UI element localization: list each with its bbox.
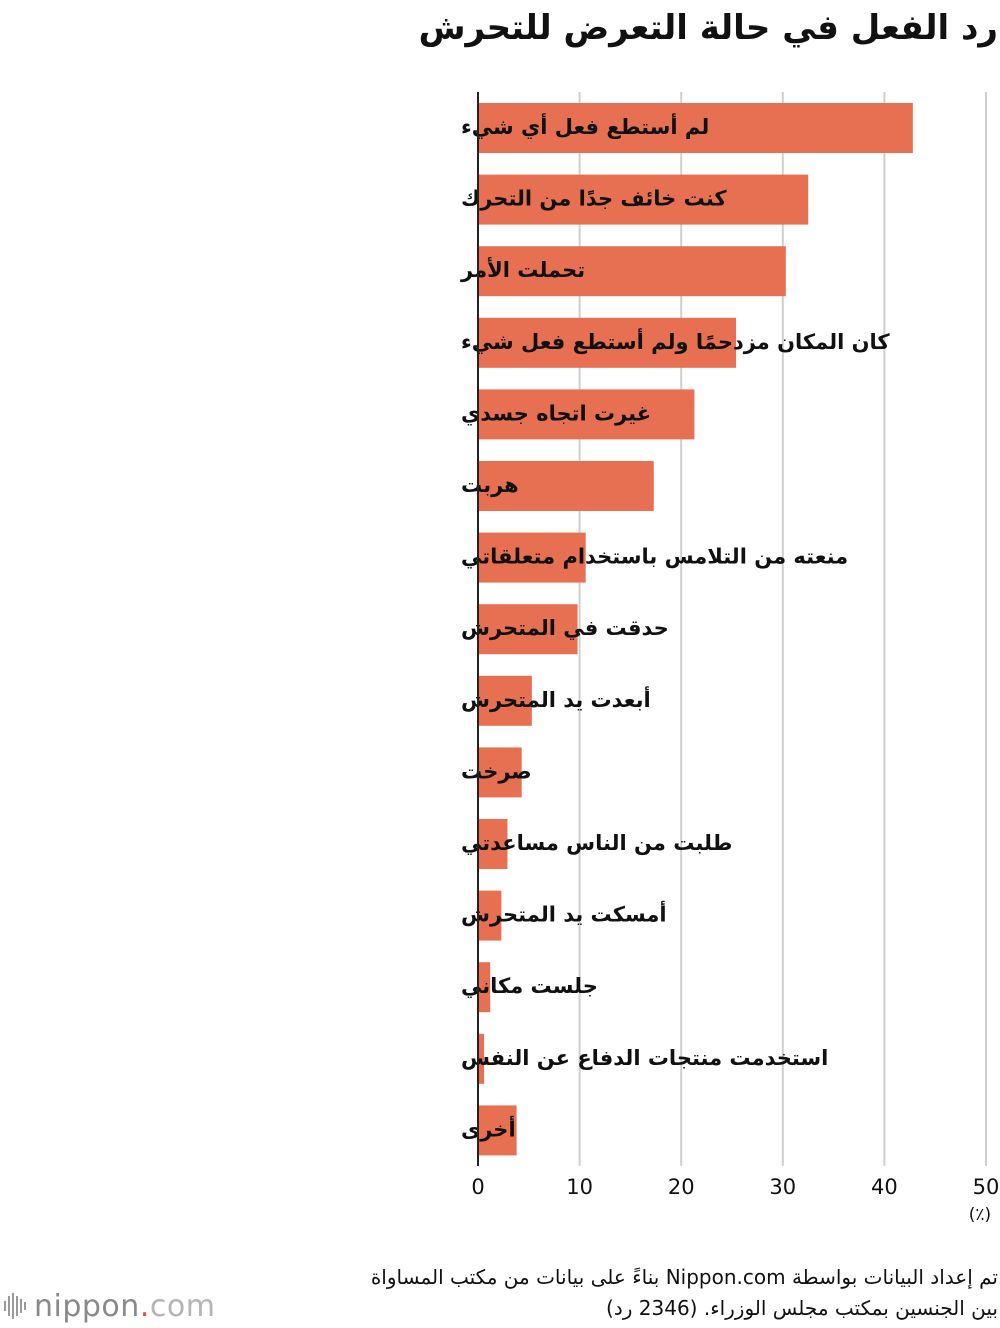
bar-2 bbox=[478, 246, 786, 297]
category-label-5: هربت bbox=[461, 473, 519, 497]
bar-0 bbox=[478, 103, 913, 153]
source-line-1: تم إعداد البيانات بواسطة Nippon.com بناء… bbox=[370, 1265, 998, 1289]
bar-13 bbox=[478, 1033, 485, 1084]
logo-sound-bars-icon bbox=[4, 1293, 26, 1319]
bar-11 bbox=[478, 890, 502, 941]
category-label-10: طلبت من الناس مساعدتي bbox=[461, 831, 732, 855]
x-tick-label-0: 0 bbox=[471, 1175, 484, 1199]
bar-chart: لم أستطع فعل أي شيء كنت خائف جدًا من التح… bbox=[460, 92, 999, 1199]
x-tick-label-1: 10 bbox=[566, 1175, 593, 1199]
bar-12 bbox=[478, 962, 491, 1013]
logo-wordmark: nippon.com bbox=[34, 1289, 215, 1324]
x-tick-label-4: 40 bbox=[871, 1175, 898, 1199]
category-label-12: جلست مكاني bbox=[461, 974, 598, 998]
logo-suffix: com bbox=[149, 1288, 216, 1324]
category-label-7: حدقت في المتحرش bbox=[461, 616, 669, 640]
bar-6 bbox=[478, 532, 586, 583]
x-tick-label-3: 30 bbox=[769, 1175, 796, 1199]
source-line-2: بين الجنسين بمكتب مجلس الوزراء. (2346 رد… bbox=[606, 1296, 998, 1320]
category-label-2: تحملت الأمر bbox=[460, 256, 585, 282]
category-labels: لم أستطع فعل أي شيء كنت خائف جدًا من التح… bbox=[460, 112, 890, 1141]
category-label-14: أخرى bbox=[461, 1114, 516, 1141]
bar-9 bbox=[478, 747, 522, 798]
logo-name: nippon bbox=[34, 1288, 140, 1324]
category-label-13: استخدمت منتجات الدفاع عن النفس bbox=[461, 1046, 828, 1070]
bar-4 bbox=[478, 389, 695, 440]
category-label-0: لم أستطع فعل أي شيء bbox=[461, 112, 709, 140]
category-label-8: أبعدت يد المتحرش bbox=[461, 685, 651, 712]
bar-1 bbox=[478, 174, 809, 225]
category-label-1: كنت خائف جدًا من التحرك bbox=[461, 187, 727, 211]
bar-8 bbox=[478, 675, 532, 726]
category-label-9: صرخت bbox=[461, 759, 532, 783]
category-label-3: كان المكان مزدحمًا ولم أستطع فعل شيء bbox=[461, 327, 890, 354]
category-label-6: منعته من التلامس باستخدام متعلقاتي bbox=[461, 545, 848, 569]
bar-14 bbox=[478, 1105, 517, 1156]
logo-dot: . bbox=[139, 1288, 150, 1324]
x-tick-label-2: 20 bbox=[668, 1175, 695, 1199]
bar-7 bbox=[478, 604, 578, 655]
bar-3 bbox=[478, 317, 737, 368]
x-tick-labels: 0 10 20 30 40 50 bbox=[471, 1175, 999, 1199]
chart-title: رد الفعل في حالة التعرض للتحرش bbox=[418, 8, 998, 48]
category-label-4: غيرت اتجاه جسدي bbox=[461, 401, 651, 426]
bar-10 bbox=[478, 819, 508, 869]
bar-5 bbox=[478, 461, 654, 511]
bars bbox=[478, 103, 913, 1156]
x-tick-label-5: 50 bbox=[973, 1175, 1000, 1199]
unit-label: (٪) bbox=[968, 1205, 992, 1225]
source-note: تم إعداد البيانات بواسطة Nippon.com بناء… bbox=[238, 1262, 998, 1324]
category-label-11: أمسكت يد المتحرش bbox=[461, 900, 667, 927]
nippon-logo: nippon.com bbox=[4, 1286, 215, 1326]
